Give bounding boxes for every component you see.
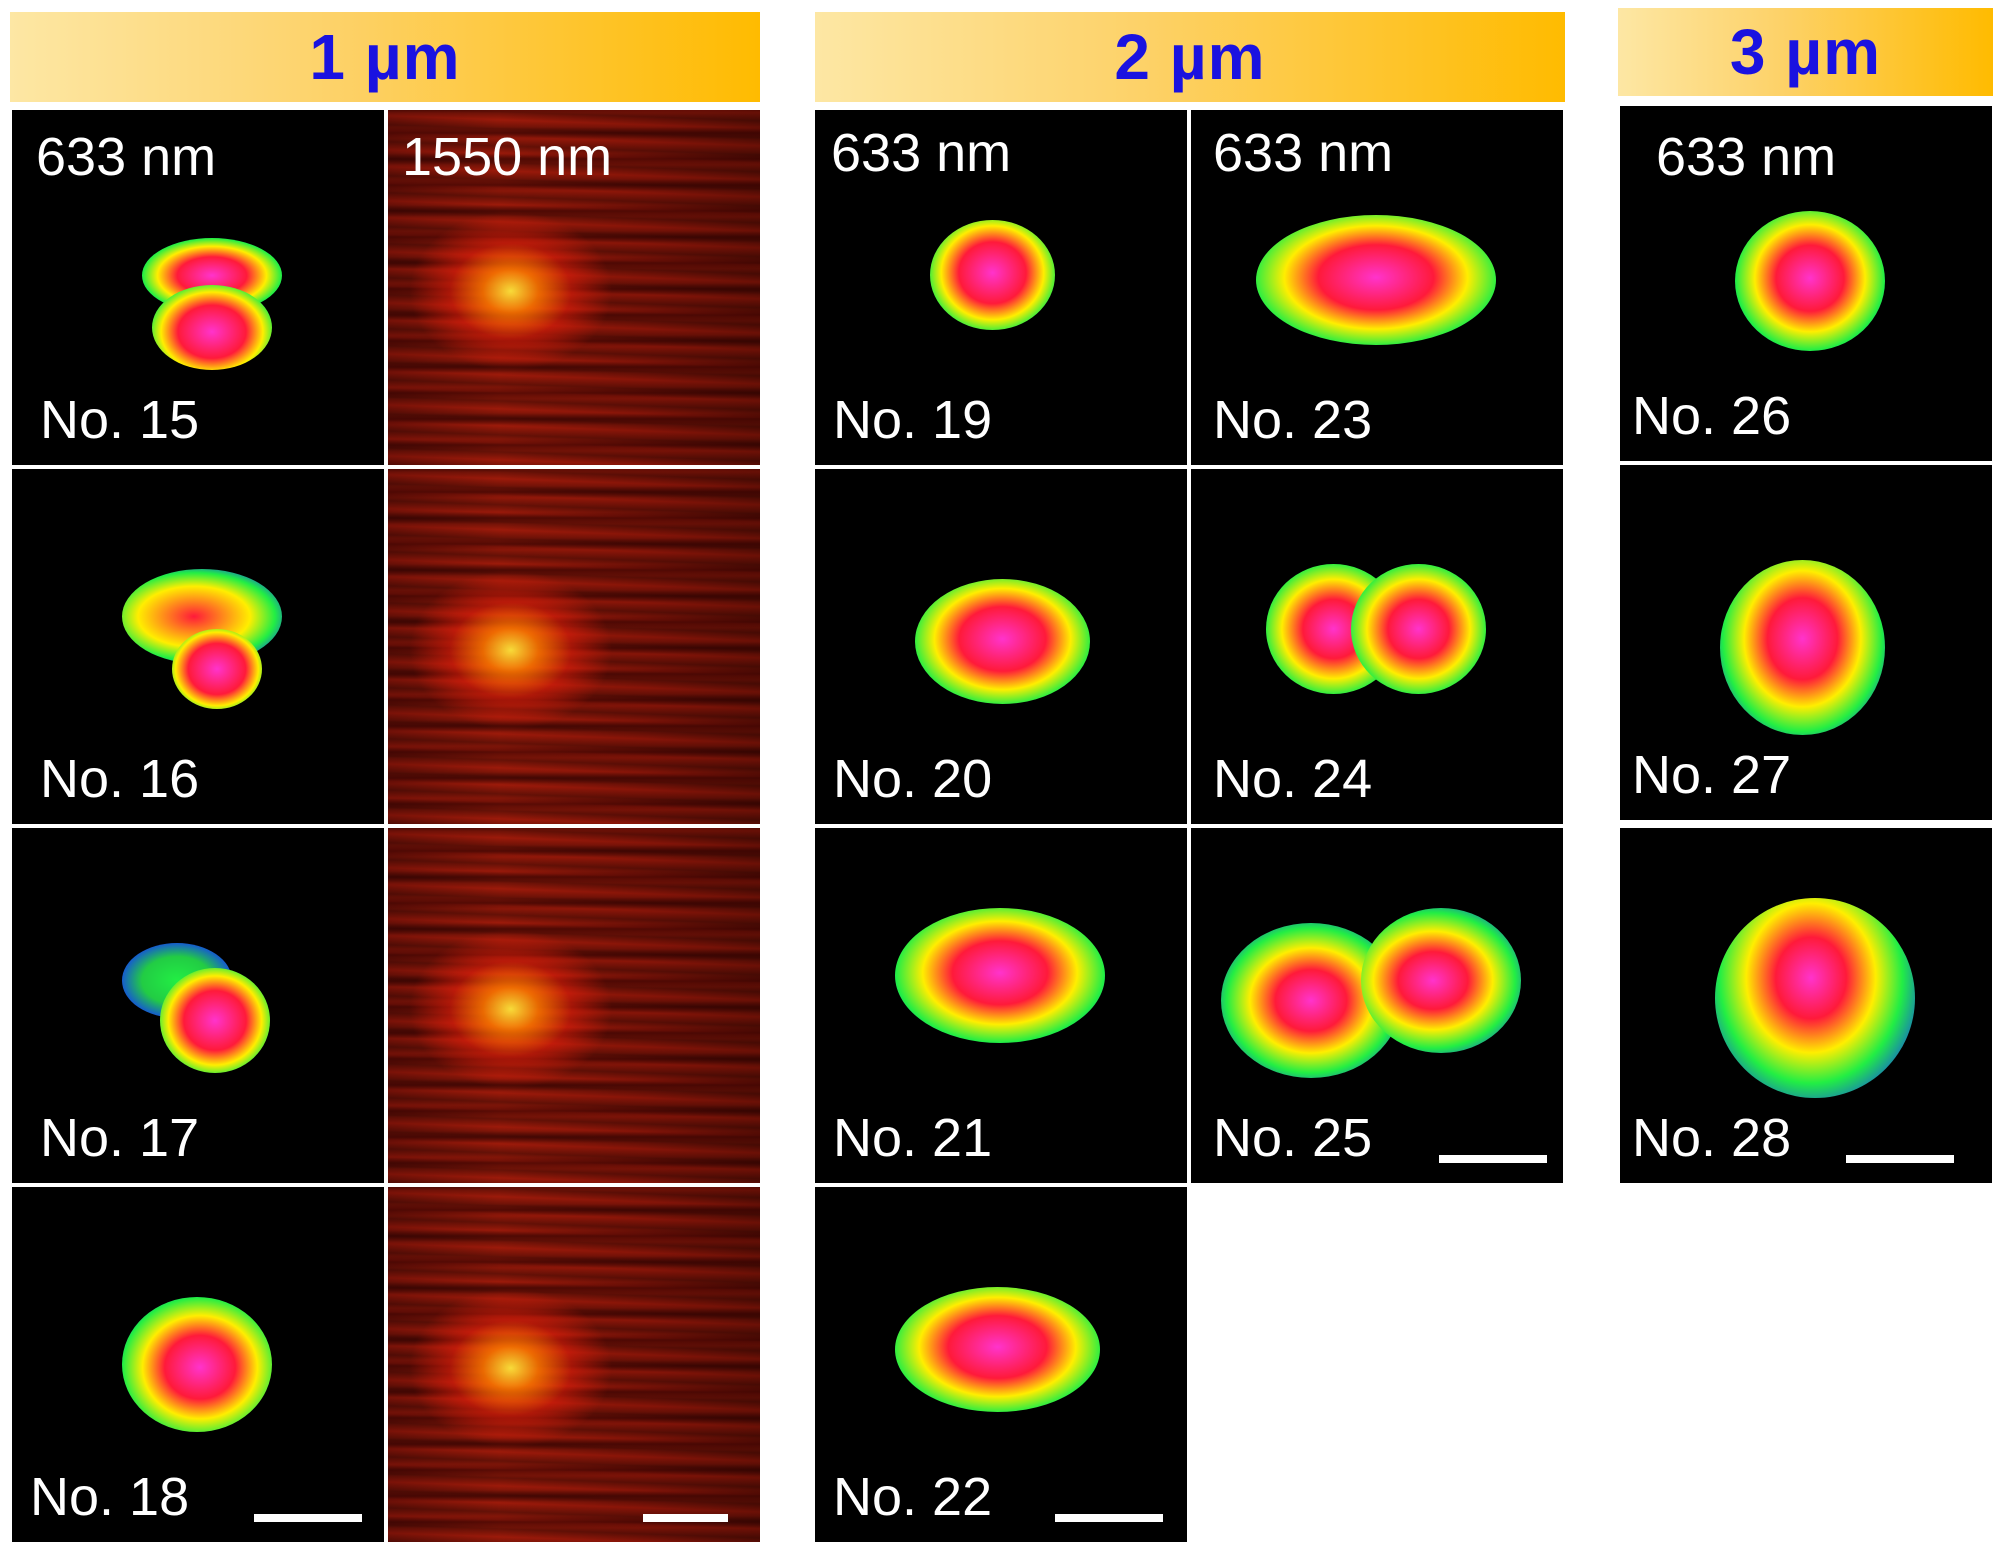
sample-label: No. 15	[40, 390, 200, 450]
group-3um-banner: 3 µm	[1618, 8, 1993, 96]
mode-profile	[1361, 908, 1521, 1053]
wavelength-label: 633 nm	[36, 127, 217, 187]
tile-no17-1550	[388, 828, 760, 1183]
tile-no16-1550	[388, 469, 760, 824]
mode-profile	[895, 1287, 1100, 1412]
sample-label: No. 23	[1213, 390, 1373, 450]
tile-no18-633: No. 18	[12, 1187, 384, 1542]
mode-profile	[160, 968, 270, 1073]
sample-label: No. 19	[833, 390, 993, 450]
sample-label: No. 22	[833, 1467, 993, 1527]
tile-no19-633: 633 nm No. 19	[815, 110, 1187, 465]
mode-profile	[152, 285, 272, 370]
scale-bar	[254, 1514, 362, 1522]
scale-bar	[1439, 1155, 1547, 1163]
tile-no24-633: No. 24	[1191, 469, 1563, 824]
mode-profile	[930, 220, 1055, 330]
wavelength-label: 633 nm	[1213, 123, 1394, 183]
sample-label: No. 25	[1213, 1108, 1373, 1168]
tile-no28-633: No. 28	[1620, 828, 1992, 1183]
mode-profile	[895, 908, 1105, 1043]
mode-profile	[1351, 564, 1486, 694]
tile-no21-633: No. 21	[815, 828, 1187, 1183]
tile-no26-633: 633 nm No. 26	[1620, 106, 1992, 461]
group-2um-label: 2 µm	[1114, 21, 1266, 93]
sample-label: No. 17	[40, 1108, 200, 1168]
group-3um-label: 3 µm	[1729, 16, 1882, 88]
group-1um-label: 1 µm	[309, 21, 461, 93]
wavelength-label: 1550 nm	[402, 127, 613, 187]
scale-bar	[1846, 1155, 1954, 1163]
tile-no17-633: No. 17	[12, 828, 384, 1183]
sample-label: No. 20	[833, 749, 993, 809]
sample-label: No. 24	[1213, 749, 1373, 809]
sample-label: No. 26	[1632, 386, 1792, 446]
tile-no22-633: No. 22	[815, 1187, 1187, 1542]
sample-label: No. 28	[1632, 1108, 1792, 1168]
mode-profile	[1720, 560, 1885, 735]
tile-no20-633: No. 20	[815, 469, 1187, 824]
sample-label: No. 27	[1632, 745, 1792, 805]
mode-profile	[1715, 898, 1915, 1098]
tile-no16-633: No. 16	[12, 469, 384, 824]
group-1um-banner: 1 µm	[10, 12, 760, 102]
sample-label: No. 21	[833, 1108, 993, 1168]
tile-no15-633: 633 nm No. 15	[12, 110, 384, 465]
mode-profile	[122, 1297, 272, 1432]
mode-profile	[1256, 215, 1496, 345]
sample-label: No. 16	[40, 749, 200, 809]
sample-label: No. 18	[30, 1467, 190, 1527]
wavelength-label: 633 nm	[1656, 127, 1837, 187]
tile-no18-1550	[388, 1187, 760, 1542]
tile-no15-1550: 1550 nm	[388, 110, 760, 465]
mode-profile	[1735, 211, 1885, 351]
wavelength-label: 633 nm	[831, 123, 1012, 183]
tile-no23-633: 633 nm No. 23	[1191, 110, 1563, 465]
scale-bar	[1055, 1514, 1163, 1522]
mode-profile	[172, 629, 262, 709]
mode-profile	[915, 579, 1090, 704]
tile-no25-633: No. 25	[1191, 828, 1563, 1183]
scale-bar	[643, 1514, 728, 1522]
tile-no27-633: No. 27	[1620, 465, 1992, 820]
group-2um-banner: 2 µm	[815, 12, 1565, 102]
